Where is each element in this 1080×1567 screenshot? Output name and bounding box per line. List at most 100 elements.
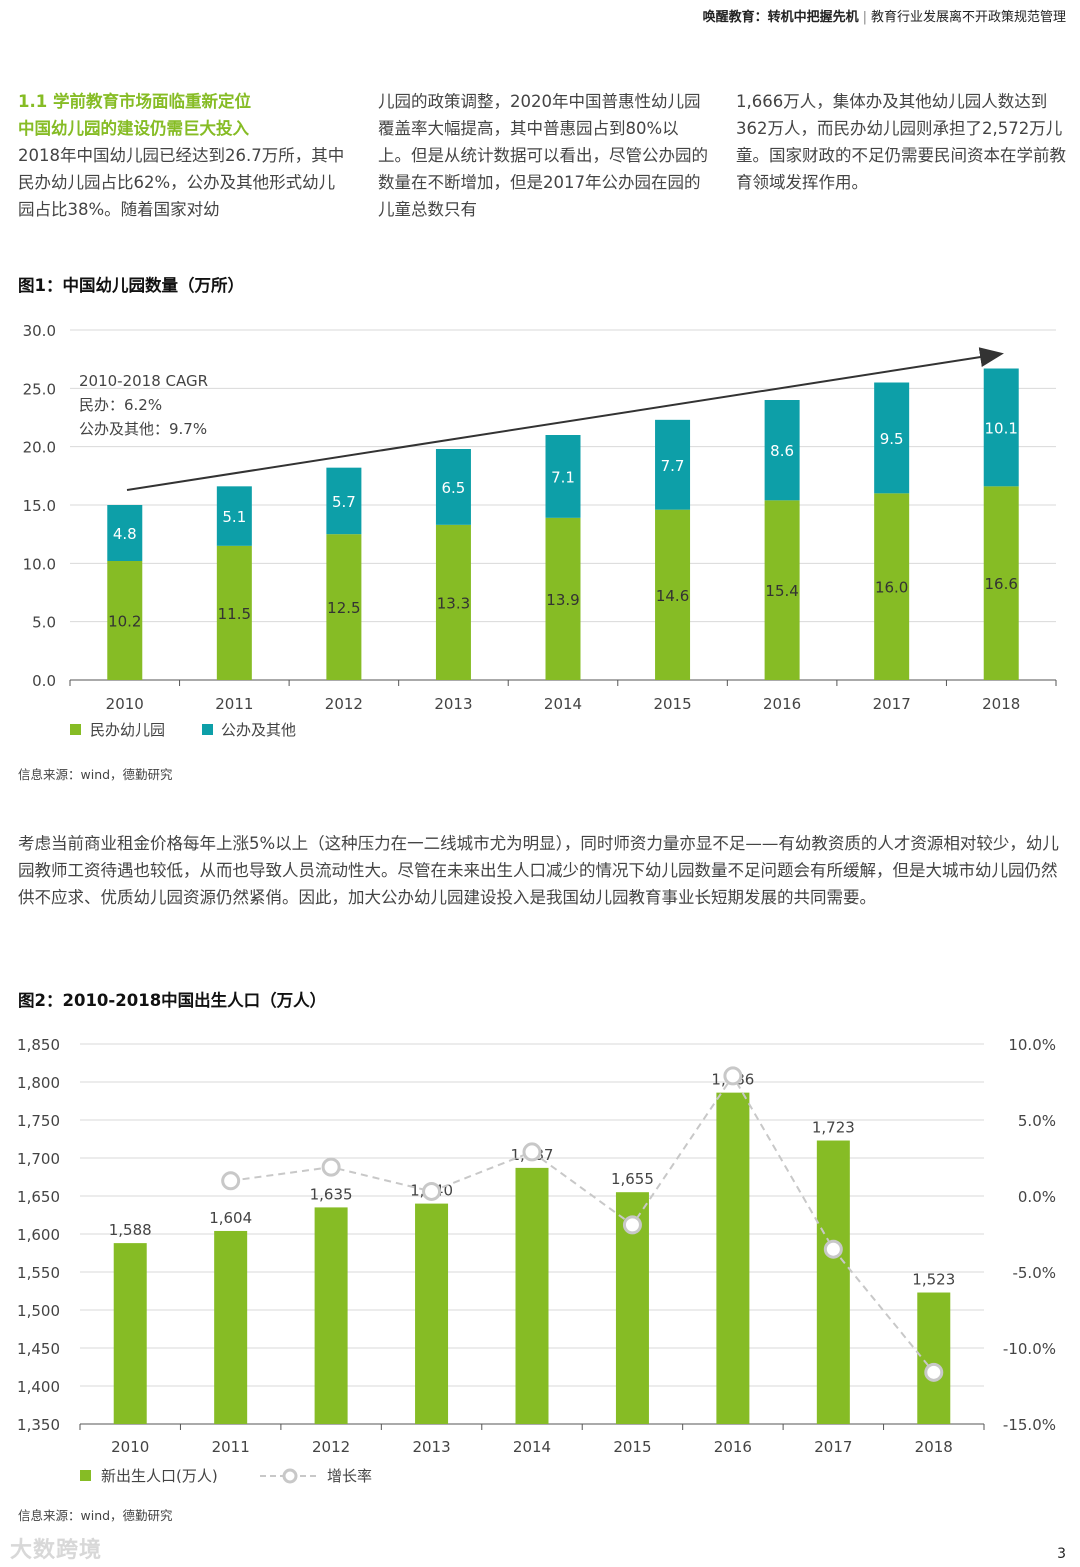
cagr-annotation: 2010-2018 CAGR <box>79 372 208 390</box>
x-tick-label: 2014 <box>513 1438 551 1456</box>
bar-births-label: 1,723 <box>812 1119 855 1137</box>
legend-label-births: 新出生人口(万人) <box>101 1467 218 1485</box>
bar-public <box>764 400 800 501</box>
bar-public-label: 5.1 <box>222 508 246 526</box>
y-left-tick-label: 1,350 <box>17 1416 60 1434</box>
header-brand: 唤醒教育：转机中把握先机 <box>702 10 859 25</box>
bar-public-label: 6.5 <box>442 479 466 497</box>
watermark-logo: 大数跨境 <box>10 1538 103 1563</box>
bar-births <box>716 1092 750 1424</box>
bar-private <box>545 517 581 680</box>
x-tick-label: 2016 <box>763 695 801 713</box>
y-right-tick-label: 10.0% <box>1008 1036 1056 1054</box>
x-tick-label: 2010 <box>111 1438 149 1456</box>
bar-births <box>214 1230 248 1424</box>
body-paragraph: 考虑当前商业租金价格每年上涨5%以上（这种压力在一二线城市尤为明显），同时师资力… <box>18 834 1059 907</box>
bar-public-label: 10.1 <box>985 419 1018 437</box>
legend-swatch-private <box>70 724 81 735</box>
bar-public-label: 5.7 <box>332 493 356 511</box>
bar-public <box>655 419 691 510</box>
bar-private-label: 16.6 <box>985 575 1018 593</box>
y-left-tick-label: 1,400 <box>17 1378 60 1396</box>
y-tick-label: 15.0 <box>23 497 56 515</box>
bar-births <box>515 1167 549 1424</box>
bar-public <box>874 382 910 494</box>
y-left-tick-label: 1,500 <box>17 1302 60 1320</box>
y-right-tick-label: -5.0% <box>1012 1264 1056 1282</box>
page-header: 唤醒教育：转机中把握先机 | 教育行业发展离不开政策规范管理 <box>703 6 1066 25</box>
bar-private-label: 14.6 <box>656 587 689 605</box>
header-separator: | <box>862 10 867 25</box>
bar-public <box>983 368 1019 487</box>
bar-births <box>113 1243 147 1424</box>
bar-private <box>326 534 362 680</box>
figure1-chart: 0.0 5.0 10.0 15.0 20.0 25.0 30.0 10.2 4.8 2010 11.… <box>23 322 1057 739</box>
growth-rate-line <box>230 1074 935 1373</box>
trend-arrow <box>126 347 1004 491</box>
y-right-tick-label: 5.0% <box>1018 1112 1056 1130</box>
y-tick-label: 25.0 <box>23 380 56 398</box>
legend-label-private: 民办幼儿园 <box>90 721 165 739</box>
bar-private <box>983 486 1019 680</box>
cagr-annotation: 公办及其他：9.7% <box>79 420 207 438</box>
bar-public <box>435 449 471 525</box>
x-tick-label: 2018 <box>982 695 1020 713</box>
bar-births-label: 1,523 <box>912 1271 955 1289</box>
y-left-tick-label: 1,600 <box>17 1226 60 1244</box>
bar-public <box>326 467 362 535</box>
bar-private-label: 15.4 <box>765 582 798 600</box>
section-heading-2: 中国幼儿园的建设仍需巨大投入 <box>18 119 249 138</box>
growth-rate-point <box>221 1171 241 1191</box>
intro-column-2: 儿园的政策调整，2020年中国普惠性幼儿园覆盖率大幅提高，其中普惠园占到80%以… <box>378 88 708 223</box>
bar-births-label: 1,635 <box>310 1185 353 1203</box>
bar-private <box>107 561 143 680</box>
legend-swatch-public <box>202 724 213 735</box>
bar-private <box>874 493 910 680</box>
x-tick-label: 2013 <box>412 1438 450 1456</box>
section-heading-1: 1.1 学前教育市场面临重新定位 <box>18 92 251 111</box>
figure2-source: 信息来源：wind，德勤研究 <box>18 1508 173 1523</box>
y-left-tick-label: 1,550 <box>17 1264 60 1282</box>
y-left-tick-label: 1,650 <box>17 1188 60 1206</box>
x-tick-label: 2015 <box>613 1438 651 1456</box>
growth-rate-point <box>924 1362 944 1382</box>
y-tick-label: 0.0 <box>32 672 56 690</box>
bar-births <box>917 1292 951 1424</box>
growth-rate-point <box>622 1215 642 1235</box>
bar-public <box>545 435 581 518</box>
bar-public-label: 7.1 <box>551 468 575 486</box>
bar-private-label: 10.2 <box>108 613 141 631</box>
bar-births <box>415 1203 449 1424</box>
bar-private-label: 13.3 <box>437 594 470 612</box>
bar-public <box>107 505 143 561</box>
x-tick-label: 2012 <box>312 1438 350 1456</box>
bar-private <box>216 545 252 680</box>
legend-label-public: 公办及其他 <box>221 721 296 739</box>
y-tick-label: 5.0 <box>32 614 56 632</box>
figure2-chart: 1,350 1,400 1,450 1,500 1,550 1,600 1,650 1,700… <box>17 1036 1056 1485</box>
growth-rate-point <box>522 1142 542 1162</box>
intro-text-2: 儿园的政策调整，2020年中国普惠性幼儿园覆盖率大幅提高，其中普惠园占到80%以… <box>378 92 708 219</box>
x-tick-label: 2016 <box>714 1438 752 1456</box>
bar-private <box>435 524 471 680</box>
y-left-tick-label: 1,450 <box>17 1340 60 1358</box>
bar-private <box>655 509 691 680</box>
figure1-title: 图1：中国幼儿园数量（万所） <box>18 276 244 295</box>
bar-births <box>816 1140 850 1424</box>
y-right-tick-label: -10.0% <box>1003 1340 1056 1358</box>
intro-text-1: 2018年中国幼儿园已经达到26.7万所，其中民办幼儿园占比62%，公办及其他形… <box>18 146 345 219</box>
bar-public-label: 4.8 <box>113 525 137 543</box>
x-tick-label: 2017 <box>814 1438 852 1456</box>
x-tick-label: 2017 <box>873 695 911 713</box>
x-tick-label: 2018 <box>915 1438 953 1456</box>
legend-swatch-births <box>80 1470 91 1481</box>
growth-rate-point <box>723 1066 743 1086</box>
x-tick-label: 2010 <box>106 695 144 713</box>
y-right-tick-label: 0.0% <box>1018 1188 1056 1206</box>
y-tick-label: 30.0 <box>23 322 56 340</box>
y-left-tick-label: 1,700 <box>17 1150 60 1168</box>
page-number: 3 <box>1057 1546 1066 1562</box>
y-left-tick-label: 1,750 <box>17 1112 60 1130</box>
bar-private-label: 13.9 <box>546 591 579 609</box>
bar-births <box>314 1207 348 1424</box>
